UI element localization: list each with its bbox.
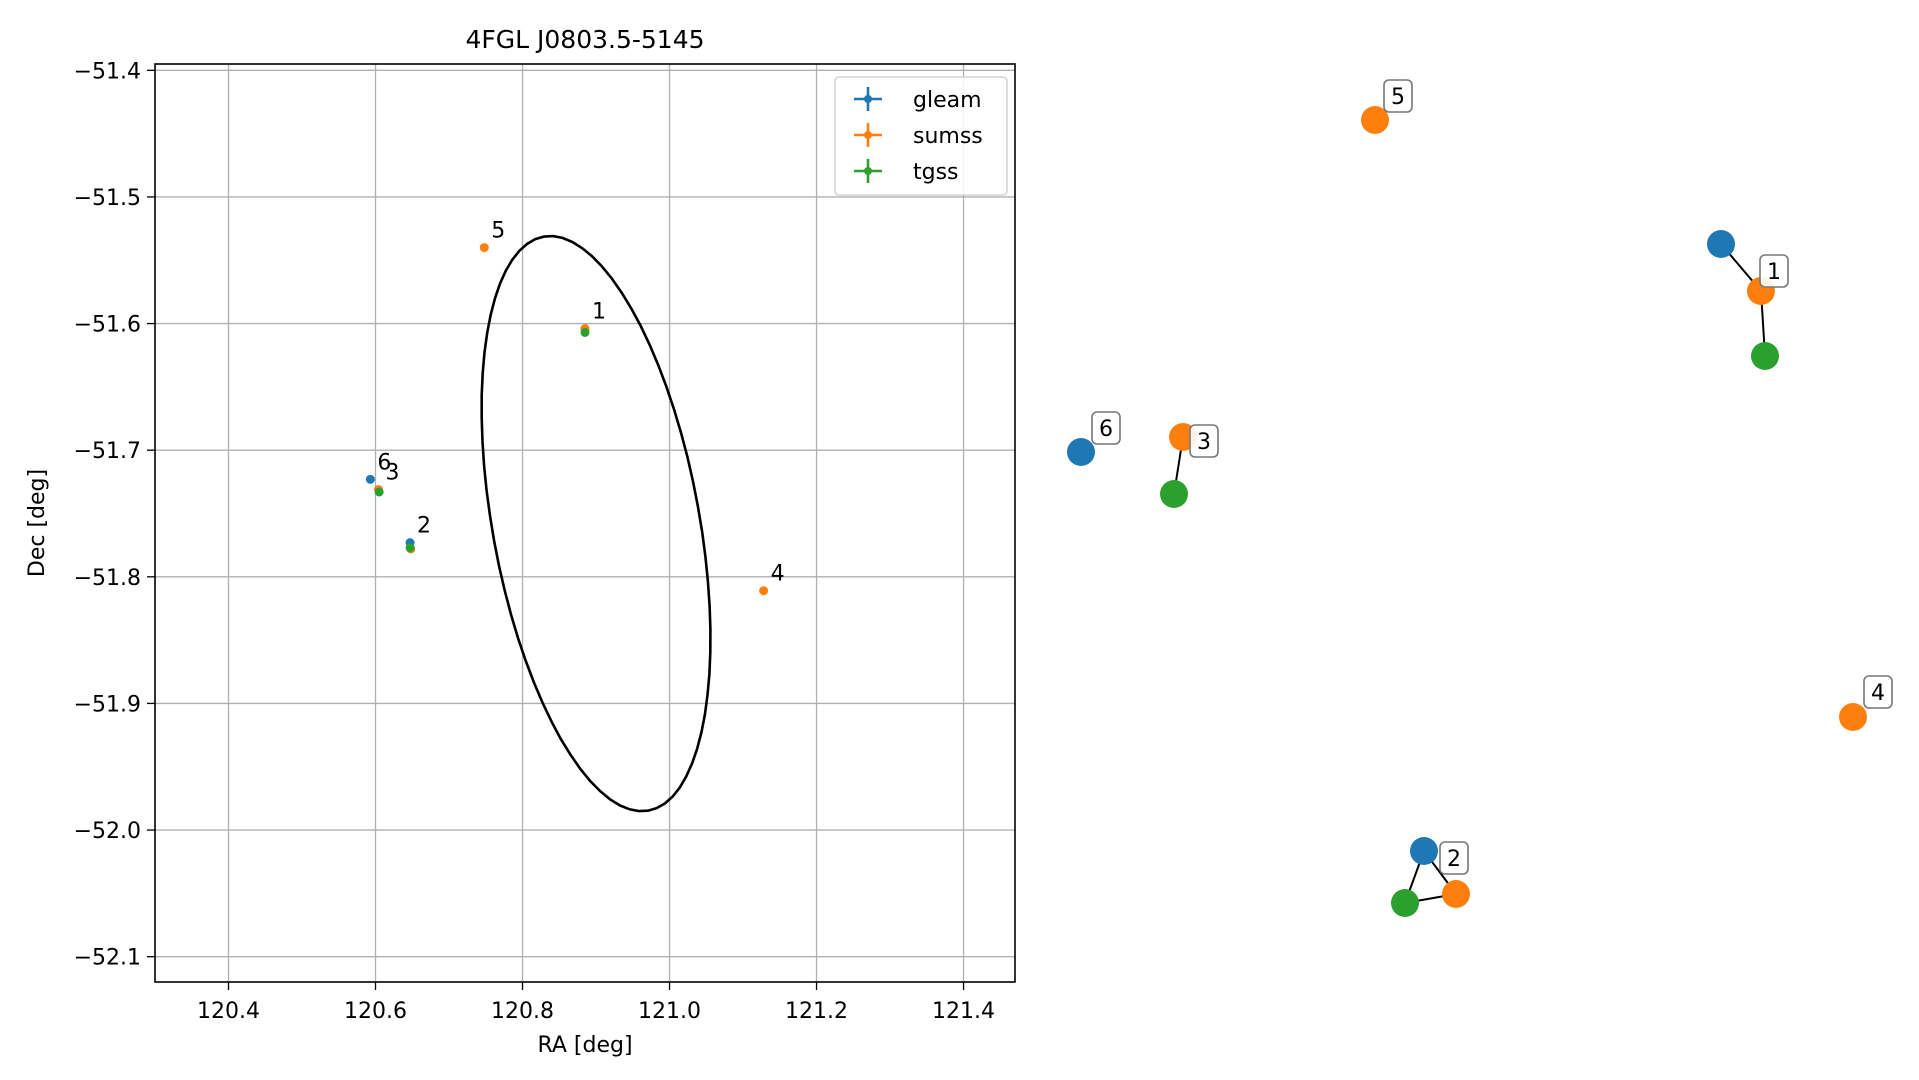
grid-lines [155, 64, 1015, 982]
network-node-sumss [1442, 880, 1470, 908]
y-tick-label: −51.5 [74, 186, 141, 211]
x-axis-ticks: 120.4 120.6 120.8 121.0 121.2 121.4 [197, 982, 995, 1024]
network-node-tgss [1391, 889, 1419, 917]
network-panel: 1 2 3 4 5 6 [1067, 79, 1893, 917]
point-label: 6 [377, 450, 391, 475]
x-tick-label: 120.4 [197, 999, 260, 1024]
network-node-sumss [1361, 106, 1389, 134]
network-nodes [1067, 106, 1867, 917]
y-axis-ticks: −51.4 −51.5 −51.6 −51.7 −51.8 −51.9 −52.0 −52.1 [74, 59, 155, 971]
y-tick-label: −52.0 [74, 819, 141, 844]
network-node-gleam [1410, 837, 1438, 865]
legend-dot-tgss [864, 167, 872, 175]
chart-title: 4FGL J0803.5-5145 [465, 25, 704, 54]
x-tick-label: 121.2 [785, 999, 848, 1024]
plot-frame [154, 63, 1016, 983]
x-tick-label: 121.0 [638, 999, 701, 1024]
network-label: 2 [1447, 847, 1461, 872]
legend-label-sumss: sumss [913, 124, 983, 149]
network-node-gleam [1707, 230, 1735, 258]
network-node-tgss [1751, 342, 1779, 370]
network-label-box [1759, 254, 1789, 288]
legend: gleam sumss tgss [834, 76, 1008, 196]
legend-dot-sumss [864, 131, 872, 139]
x-tick-label: 120.6 [344, 999, 407, 1024]
network-node-gleam [1067, 438, 1095, 466]
point-sumss [479, 243, 489, 253]
y-tick-label: −51.7 [74, 439, 141, 464]
x-tick-label: 120.8 [491, 999, 554, 1024]
network-edges [1173, 243, 1766, 904]
network-label-box [1189, 424, 1219, 458]
y-tick-label: −51.9 [74, 692, 141, 717]
network-label-box [1091, 411, 1121, 445]
point-tgss [580, 327, 590, 337]
network-label-box [1439, 841, 1469, 875]
legend-dot-gleam [864, 95, 872, 103]
x-axis-label: RA [deg] [537, 1033, 632, 1058]
point-annotations: 1 2 3 4 5 6 [377, 219, 784, 587]
network-label: 3 [1197, 430, 1211, 455]
point-sumss [759, 586, 769, 596]
network-label: 1 [1767, 260, 1781, 285]
legend-label-gleam: gleam [913, 88, 982, 113]
network-node-sumss [1839, 703, 1867, 731]
scatter-panel: 4FGL J0803.5-5145 120.4 120.6 120.8 121.0 12… [25, 25, 1016, 1058]
y-tick-label: −51.6 [74, 313, 141, 338]
point-label: 5 [491, 219, 505, 244]
network-label: 5 [1391, 85, 1405, 110]
network-label-box [1863, 675, 1893, 709]
legend-box [834, 76, 1008, 196]
point-label: 4 [771, 562, 785, 587]
y-tick-label: −52.1 [74, 946, 141, 971]
y-axis-label: Dec [deg] [25, 469, 50, 577]
point-tgss [405, 543, 415, 553]
legend-label-tgss: tgss [913, 160, 959, 185]
y-tick-label: −51.4 [74, 59, 141, 84]
network-label: 6 [1099, 417, 1113, 442]
network-label: 4 [1871, 681, 1885, 706]
network-node-tgss [1160, 480, 1188, 508]
point-tgss [374, 487, 384, 497]
y-tick-label: −51.8 [74, 566, 141, 591]
network-label-box [1383, 79, 1413, 113]
x-tick-label: 121.4 [932, 999, 995, 1024]
network-labels: 1 2 3 4 5 6 [1091, 79, 1893, 875]
localization-ellipse [480, 234, 712, 813]
point-label: 2 [417, 514, 431, 539]
point-label: 3 [385, 460, 399, 485]
point-gleam [365, 474, 375, 484]
point-label: 1 [592, 300, 606, 325]
data-points [365, 243, 769, 596]
